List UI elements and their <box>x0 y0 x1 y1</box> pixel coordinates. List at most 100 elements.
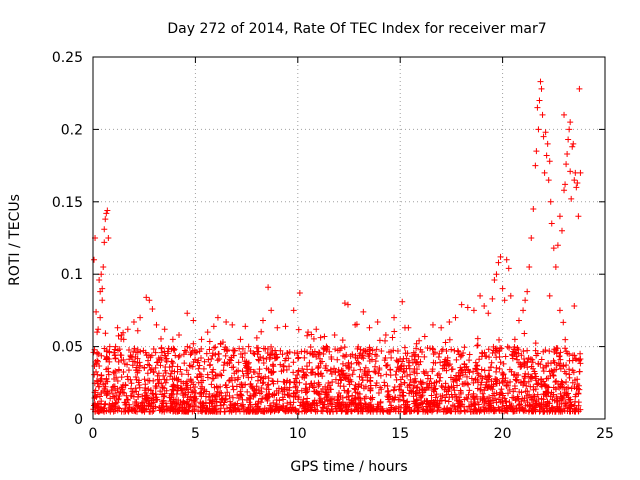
data-point <box>344 408 351 415</box>
data-point <box>384 388 391 395</box>
data-point <box>270 363 277 370</box>
data-point <box>482 353 489 360</box>
data-point <box>518 352 525 359</box>
data-point <box>439 392 446 399</box>
data-point <box>528 397 535 404</box>
data-point <box>459 371 466 378</box>
data-point <box>251 351 258 358</box>
data-point <box>152 403 159 410</box>
data-point <box>502 375 509 382</box>
data-point <box>548 367 555 374</box>
data-point <box>556 407 563 414</box>
data-point <box>204 329 211 336</box>
data-point <box>420 368 427 375</box>
data-point <box>432 394 439 401</box>
data-point <box>483 376 490 383</box>
data-point <box>311 350 318 357</box>
data-point <box>143 294 150 301</box>
data-point <box>301 374 308 381</box>
data-point <box>458 301 465 308</box>
data-point <box>477 292 484 299</box>
data-point <box>530 365 537 372</box>
data-point <box>246 394 253 401</box>
data-point <box>466 351 473 358</box>
data-point <box>236 345 243 352</box>
data-point <box>121 360 128 367</box>
data-point <box>145 377 152 384</box>
data-point <box>336 390 343 397</box>
data-point <box>470 368 477 375</box>
data-point <box>307 343 314 350</box>
data-point <box>373 352 380 359</box>
data-point <box>179 391 186 398</box>
data-point <box>409 353 415 360</box>
data-point <box>228 357 235 364</box>
data-point <box>362 372 369 379</box>
data-point <box>361 347 368 354</box>
data-point <box>173 390 180 397</box>
data-point <box>197 404 204 411</box>
data-point <box>527 356 534 363</box>
data-point <box>406 390 413 397</box>
data-point <box>93 377 100 384</box>
data-point <box>142 385 149 392</box>
data-point <box>174 363 181 370</box>
data-point <box>506 344 513 351</box>
data-point <box>273 401 280 408</box>
data-point <box>438 383 445 390</box>
data-point <box>356 373 363 380</box>
data-point <box>109 390 116 397</box>
data-point <box>301 348 308 355</box>
data-point <box>510 346 517 353</box>
data-point <box>550 372 557 379</box>
data-point <box>341 344 348 351</box>
data-point <box>183 384 190 391</box>
data-point <box>198 336 205 343</box>
data-point <box>217 371 224 378</box>
data-point <box>527 383 534 390</box>
data-point <box>159 398 166 405</box>
data-point <box>567 168 574 175</box>
data-point <box>287 407 294 414</box>
data-point <box>134 327 141 334</box>
data-point <box>190 394 197 401</box>
data-point <box>493 271 500 278</box>
data-point <box>418 393 425 400</box>
data-point <box>280 378 287 385</box>
data-point <box>557 383 564 390</box>
data-point <box>205 394 212 401</box>
data-point <box>499 390 506 397</box>
data-point <box>456 351 463 358</box>
data-point <box>428 392 435 399</box>
data-point <box>572 408 579 415</box>
data-point <box>253 334 260 341</box>
data-point <box>561 368 568 375</box>
data-point <box>515 396 522 403</box>
data-point <box>455 369 462 376</box>
data-point <box>351 385 358 392</box>
data-point <box>448 408 455 415</box>
data-point <box>155 370 162 377</box>
data-point <box>478 349 485 356</box>
data-point <box>297 399 304 406</box>
data-point <box>400 368 407 375</box>
data-point <box>538 403 545 410</box>
data-point <box>183 367 190 374</box>
data-point <box>330 408 337 415</box>
data-point <box>442 397 449 404</box>
data-point <box>420 406 427 413</box>
data-point <box>214 357 221 364</box>
data-point <box>564 151 571 158</box>
data-point <box>378 347 385 354</box>
data-point <box>315 383 322 390</box>
data-point <box>320 345 327 352</box>
data-point <box>465 366 472 373</box>
data-point <box>100 263 107 270</box>
data-point <box>562 345 569 352</box>
data-point <box>104 207 111 214</box>
data-point <box>328 354 335 361</box>
data-point <box>108 387 115 394</box>
data-point <box>162 379 169 386</box>
data-point <box>255 356 262 363</box>
